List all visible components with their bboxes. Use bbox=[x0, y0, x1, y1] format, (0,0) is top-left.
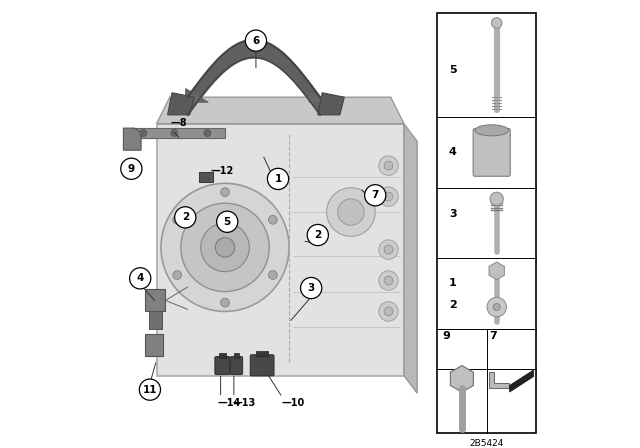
Text: 7: 7 bbox=[372, 190, 379, 200]
Polygon shape bbox=[404, 124, 417, 393]
Text: 2: 2 bbox=[449, 300, 457, 310]
Text: 2B5424: 2B5424 bbox=[470, 439, 504, 448]
Circle shape bbox=[379, 156, 398, 175]
Text: 3: 3 bbox=[308, 283, 315, 293]
Circle shape bbox=[173, 215, 182, 224]
Text: 1: 1 bbox=[275, 174, 282, 184]
Text: 5: 5 bbox=[223, 217, 231, 227]
Circle shape bbox=[384, 192, 393, 201]
Circle shape bbox=[268, 215, 277, 224]
Circle shape bbox=[326, 188, 375, 237]
FancyBboxPatch shape bbox=[230, 357, 243, 375]
Bar bbox=[234, 353, 239, 358]
Text: 5: 5 bbox=[449, 65, 456, 74]
Text: 2: 2 bbox=[182, 212, 189, 222]
Text: 7: 7 bbox=[489, 331, 497, 341]
Circle shape bbox=[379, 302, 398, 321]
Circle shape bbox=[384, 307, 393, 316]
Circle shape bbox=[245, 30, 266, 51]
Text: 2: 2 bbox=[314, 230, 321, 240]
Circle shape bbox=[140, 379, 161, 400]
Text: 4: 4 bbox=[136, 273, 144, 283]
Text: —13: —13 bbox=[232, 398, 256, 408]
Circle shape bbox=[384, 276, 393, 285]
Circle shape bbox=[493, 303, 500, 310]
Text: 9: 9 bbox=[128, 164, 135, 174]
Circle shape bbox=[379, 271, 398, 290]
Circle shape bbox=[215, 238, 235, 257]
Circle shape bbox=[129, 268, 151, 289]
Circle shape bbox=[175, 207, 196, 228]
Polygon shape bbox=[157, 124, 404, 375]
Circle shape bbox=[490, 192, 503, 206]
Circle shape bbox=[121, 158, 142, 179]
Polygon shape bbox=[157, 97, 404, 124]
Bar bbox=[256, 351, 269, 356]
Circle shape bbox=[268, 168, 289, 190]
Text: 1: 1 bbox=[449, 278, 457, 288]
FancyBboxPatch shape bbox=[215, 357, 230, 375]
Circle shape bbox=[201, 223, 250, 271]
Circle shape bbox=[384, 161, 393, 170]
Circle shape bbox=[365, 185, 386, 206]
Text: 9: 9 bbox=[442, 331, 450, 341]
Circle shape bbox=[307, 224, 328, 246]
Text: —12: —12 bbox=[211, 166, 234, 177]
Circle shape bbox=[492, 17, 502, 28]
Circle shape bbox=[221, 188, 229, 197]
Circle shape bbox=[384, 245, 393, 254]
Circle shape bbox=[181, 203, 269, 292]
Text: 6: 6 bbox=[252, 36, 260, 46]
Circle shape bbox=[171, 129, 178, 137]
FancyBboxPatch shape bbox=[473, 129, 510, 176]
Circle shape bbox=[204, 129, 211, 137]
Bar bbox=[219, 353, 226, 358]
Text: —10: —10 bbox=[282, 398, 305, 408]
Circle shape bbox=[379, 187, 398, 207]
Circle shape bbox=[487, 297, 506, 317]
FancyBboxPatch shape bbox=[250, 355, 274, 376]
Polygon shape bbox=[130, 128, 225, 138]
Circle shape bbox=[379, 240, 398, 259]
Polygon shape bbox=[509, 370, 534, 392]
Circle shape bbox=[338, 199, 364, 225]
Circle shape bbox=[140, 129, 147, 137]
Polygon shape bbox=[168, 93, 194, 115]
Ellipse shape bbox=[475, 125, 509, 136]
Circle shape bbox=[268, 271, 277, 280]
Bar bbox=[437, 13, 536, 433]
Polygon shape bbox=[145, 289, 165, 311]
Circle shape bbox=[173, 271, 182, 280]
Circle shape bbox=[221, 298, 229, 307]
Text: —14: —14 bbox=[218, 398, 241, 408]
Polygon shape bbox=[124, 128, 141, 150]
Text: 11: 11 bbox=[143, 385, 157, 395]
Circle shape bbox=[161, 183, 289, 311]
Text: —8: —8 bbox=[171, 118, 188, 128]
Circle shape bbox=[301, 277, 322, 299]
Text: 4: 4 bbox=[449, 147, 457, 157]
Polygon shape bbox=[148, 311, 163, 329]
Bar bbox=[198, 172, 212, 182]
Polygon shape bbox=[318, 93, 344, 115]
Circle shape bbox=[216, 211, 238, 233]
Polygon shape bbox=[489, 372, 509, 388]
Text: 3: 3 bbox=[449, 209, 456, 219]
Bar bbox=[145, 334, 163, 356]
